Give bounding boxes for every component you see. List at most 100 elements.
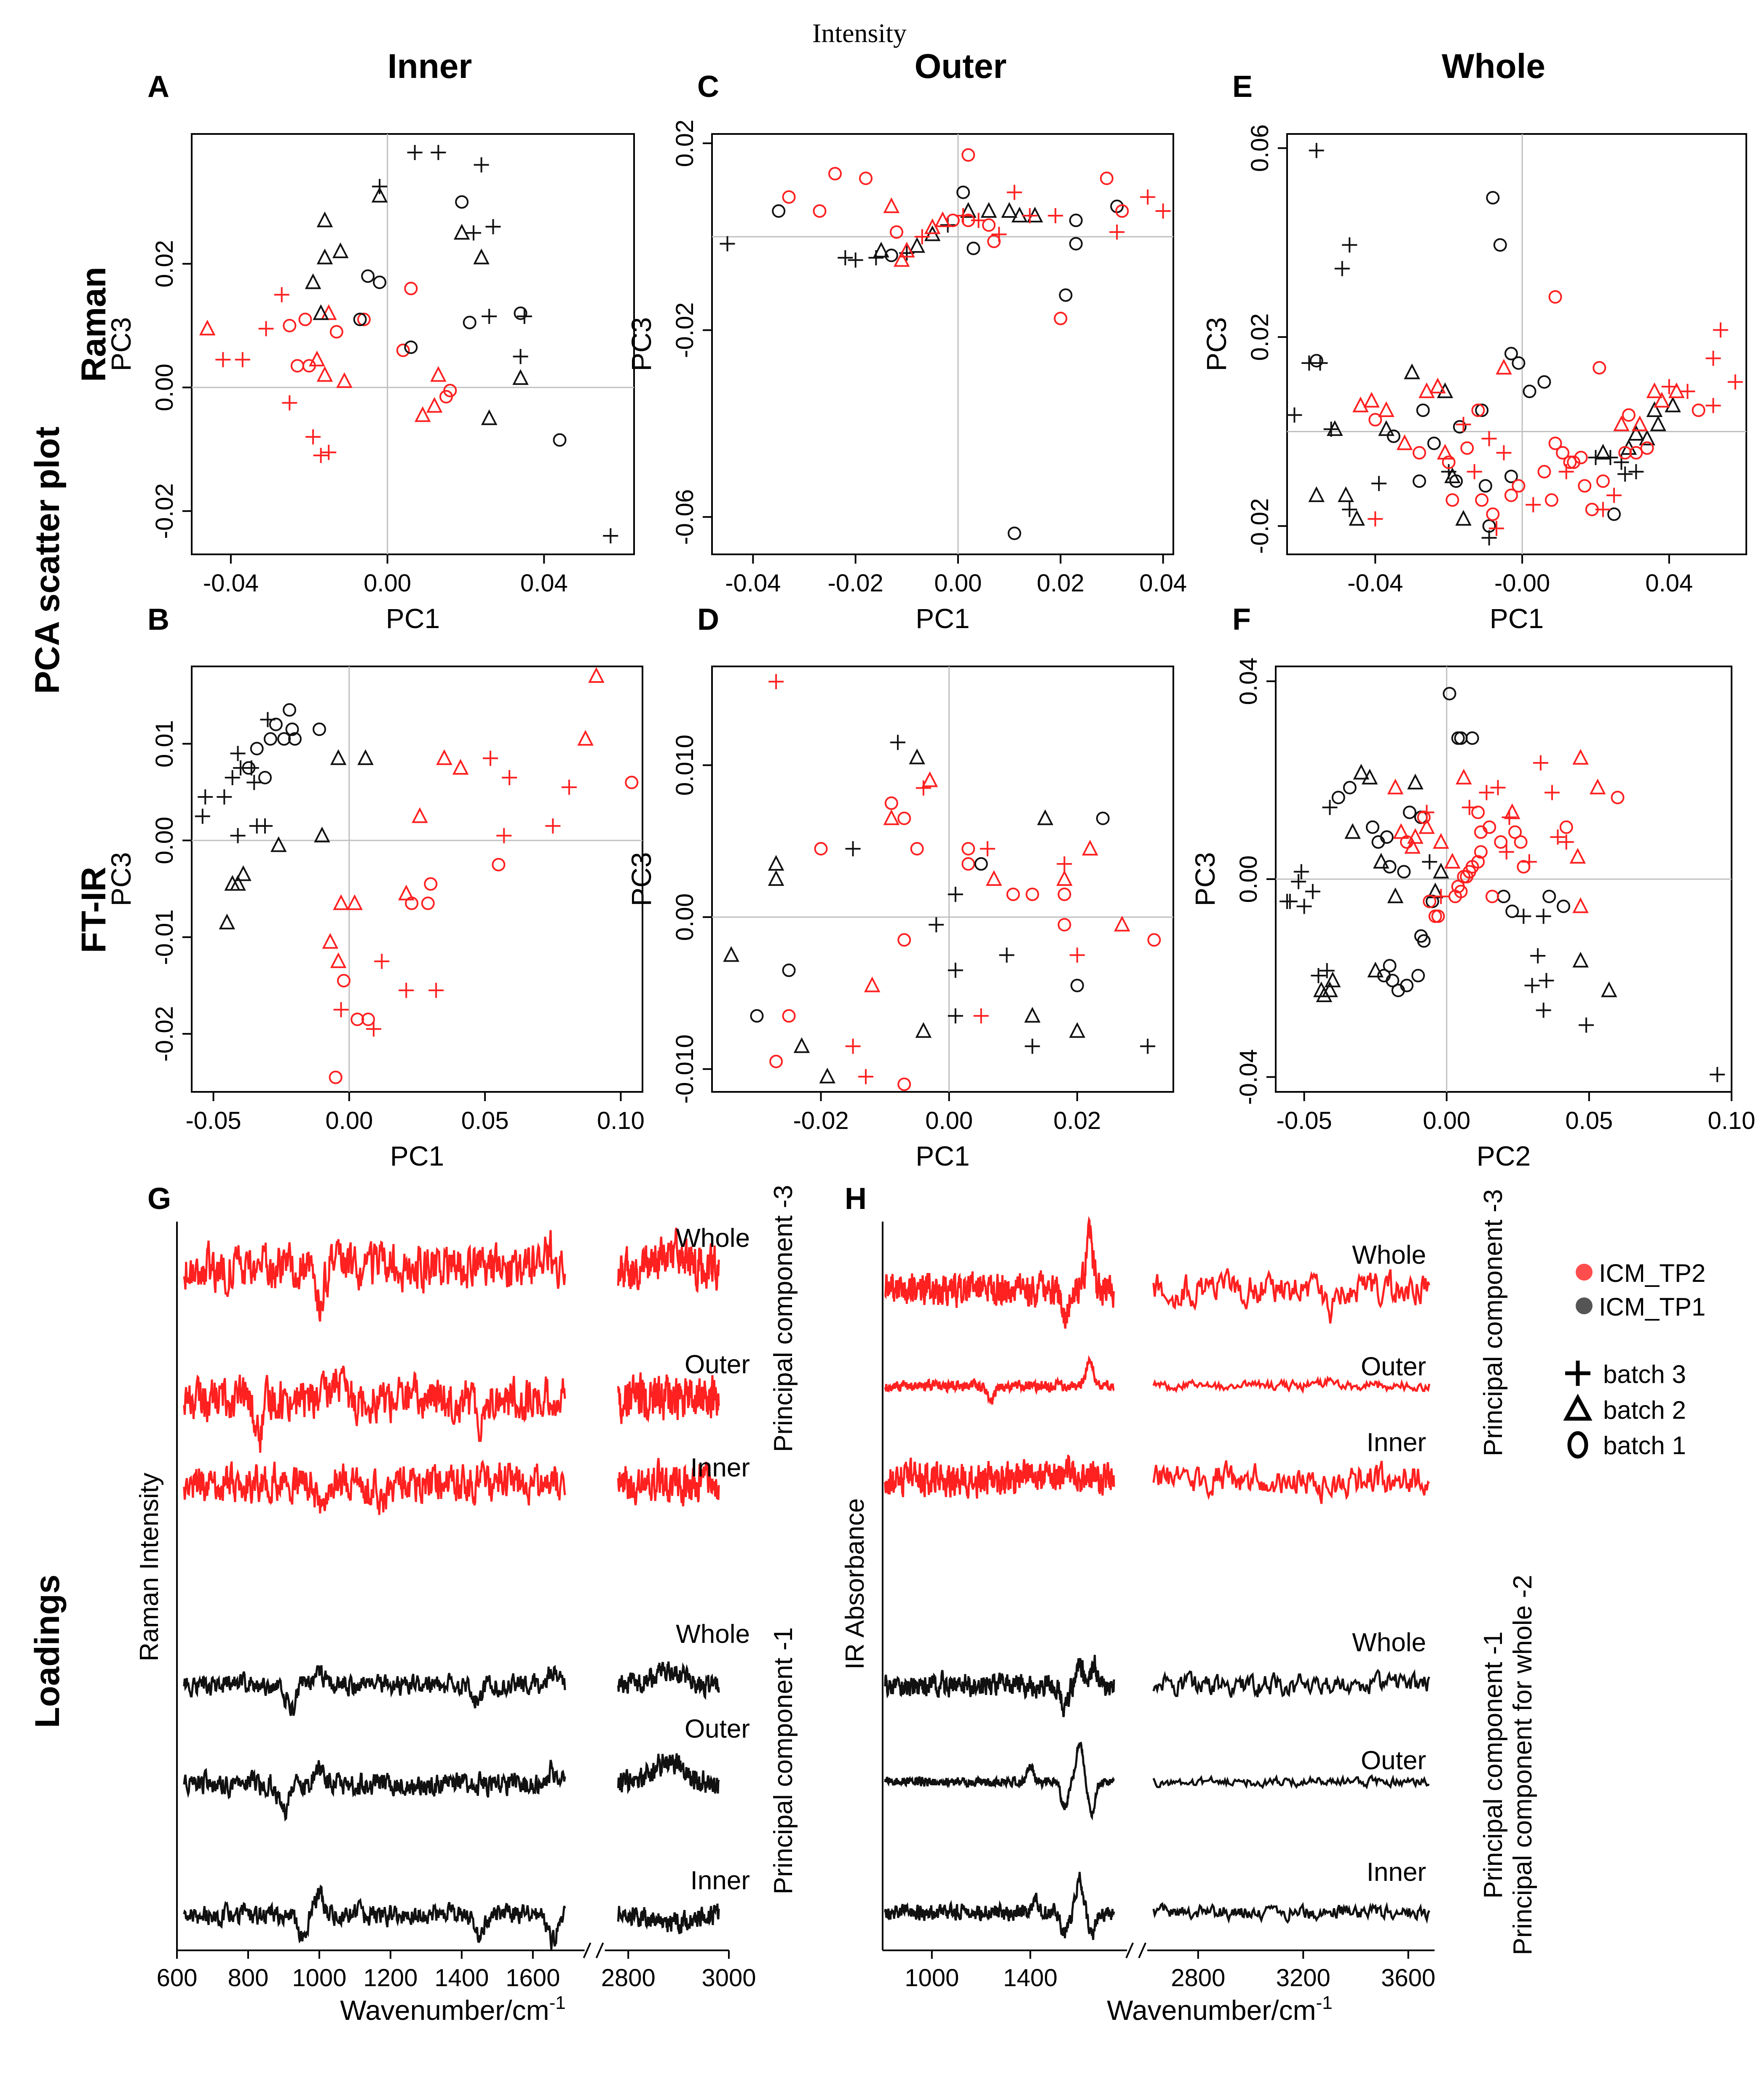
point-cross — [1140, 189, 1156, 205]
point-cross — [1705, 398, 1721, 413]
column-title-whole: Whole — [1442, 47, 1545, 86]
y-tick-label: -0.02 — [151, 1006, 178, 1062]
point-cross — [1617, 466, 1633, 482]
x-tick-label: -0.00 — [1494, 570, 1550, 597]
point-cross — [1293, 864, 1309, 880]
point-triangle — [883, 197, 900, 213]
point-triangle — [893, 251, 910, 267]
x-tick-label: 0.00 — [934, 570, 982, 597]
x-axis-label: PC1 — [915, 603, 969, 634]
point-triangle — [316, 249, 333, 265]
series-line-pc3-outer — [1152, 1375, 1430, 1394]
point-circle — [1537, 465, 1551, 479]
point-triangle — [588, 667, 605, 683]
point-triangle — [1327, 420, 1343, 436]
point-circle — [1147, 933, 1161, 947]
x-tick-label: 0.00 — [925, 1107, 973, 1134]
point-circle — [1454, 731, 1468, 745]
point-circle — [290, 359, 304, 373]
point-cross — [1048, 208, 1063, 224]
point-circle — [329, 325, 343, 339]
legend-dot-tp1 — [1576, 1297, 1593, 1314]
point-circle — [1465, 731, 1479, 745]
point-circle — [1096, 811, 1110, 825]
y-tick-label: -0.01 — [151, 909, 178, 965]
x-tick-label: 0.04 — [1645, 570, 1693, 597]
x-tick-label: 0.00 — [325, 1107, 373, 1134]
x-tick-label: 3000 — [701, 1964, 756, 1992]
point-circle — [1559, 820, 1573, 834]
point-cross — [1419, 805, 1435, 820]
point-circle — [1442, 455, 1456, 469]
series-line-pc1-inner — [617, 1903, 720, 1934]
point-cross — [1280, 893, 1295, 909]
point-cross — [246, 775, 262, 790]
point-cross — [1342, 502, 1357, 517]
point-triangle — [453, 224, 470, 240]
point-circle — [1454, 885, 1468, 899]
point-cross — [561, 779, 577, 795]
y-axis-label: PC3 — [105, 852, 137, 906]
group-label: Principal component -1 — [1479, 1631, 1508, 1899]
point-triangle — [1668, 382, 1685, 398]
point-cross — [1319, 963, 1335, 979]
point-circle — [1100, 171, 1114, 185]
point-cross — [217, 789, 232, 805]
x-tick-label: 0.04 — [520, 570, 568, 597]
x-axis-label-exponent: -1 — [1316, 1992, 1333, 2013]
point-cross — [282, 395, 297, 411]
panel-H: H 1000 1400 2800 3200 3600 Wavenumber/cm-1 IR A… — [841, 1182, 1537, 2026]
point-circle — [884, 796, 898, 810]
point-cross — [1496, 445, 1512, 460]
point-circle — [1475, 403, 1489, 417]
point-cross — [1155, 203, 1171, 219]
point-circle — [514, 306, 527, 320]
x-tick-label: -0.02 — [793, 1107, 849, 1134]
point-circle — [1417, 934, 1431, 948]
point-circle — [1057, 918, 1071, 932]
point-circle — [1412, 446, 1426, 460]
point-triangle — [793, 1037, 810, 1053]
point-circle — [982, 218, 996, 232]
point-triangle — [322, 933, 339, 949]
point-triangle — [1646, 382, 1663, 398]
x-axis-label-text: Wavenumber/cm — [1107, 1995, 1316, 2026]
point-cross — [198, 789, 213, 805]
point-cross — [1516, 909, 1531, 924]
point-cross — [1309, 143, 1324, 158]
point-triangle — [1628, 425, 1644, 441]
x-tick-label: -0.04 — [1347, 570, 1403, 597]
plot-frame-D — [711, 666, 1174, 1093]
point-cross — [195, 808, 210, 824]
point-cross — [1441, 464, 1456, 479]
point-triangle — [270, 836, 287, 852]
legend-marker-cross — [1565, 1361, 1590, 1386]
point-triangle — [960, 202, 977, 218]
point-triangle — [1504, 803, 1520, 819]
point-triangle — [1572, 749, 1589, 765]
legend-dot-tp2 — [1576, 1264, 1593, 1281]
point-circle — [463, 316, 476, 329]
point-cross — [1490, 780, 1506, 795]
point-cross — [838, 250, 853, 265]
point-circle — [258, 770, 272, 784]
section-title-loadings: Loadings — [28, 1575, 67, 1728]
point-cross — [890, 735, 906, 750]
legend-label-batch3: batch 3 — [1603, 1360, 1686, 1388]
point-circle — [1494, 835, 1508, 849]
point-circle — [1059, 288, 1073, 302]
point-cross — [1057, 856, 1072, 872]
point-triangle — [414, 406, 431, 422]
series-label-pc1-whole: Whole — [676, 1620, 750, 1649]
point-circle — [897, 811, 911, 825]
point-triangle — [346, 894, 363, 910]
point-cross — [313, 448, 329, 463]
panel-A: A -0.04 0.00 0.04 -0.02 0.00 0.02 PC1 PC3 — [105, 70, 635, 634]
point-cross — [1533, 755, 1548, 771]
point-triangle — [1396, 434, 1413, 450]
panel-E: E -0.04 -0.00 0.04 -0.02 0.02 0.06 PC1 PC3 — [1201, 70, 1747, 634]
point-circle — [1478, 479, 1492, 493]
point-circle — [1343, 781, 1357, 794]
point-circle — [897, 1077, 911, 1091]
